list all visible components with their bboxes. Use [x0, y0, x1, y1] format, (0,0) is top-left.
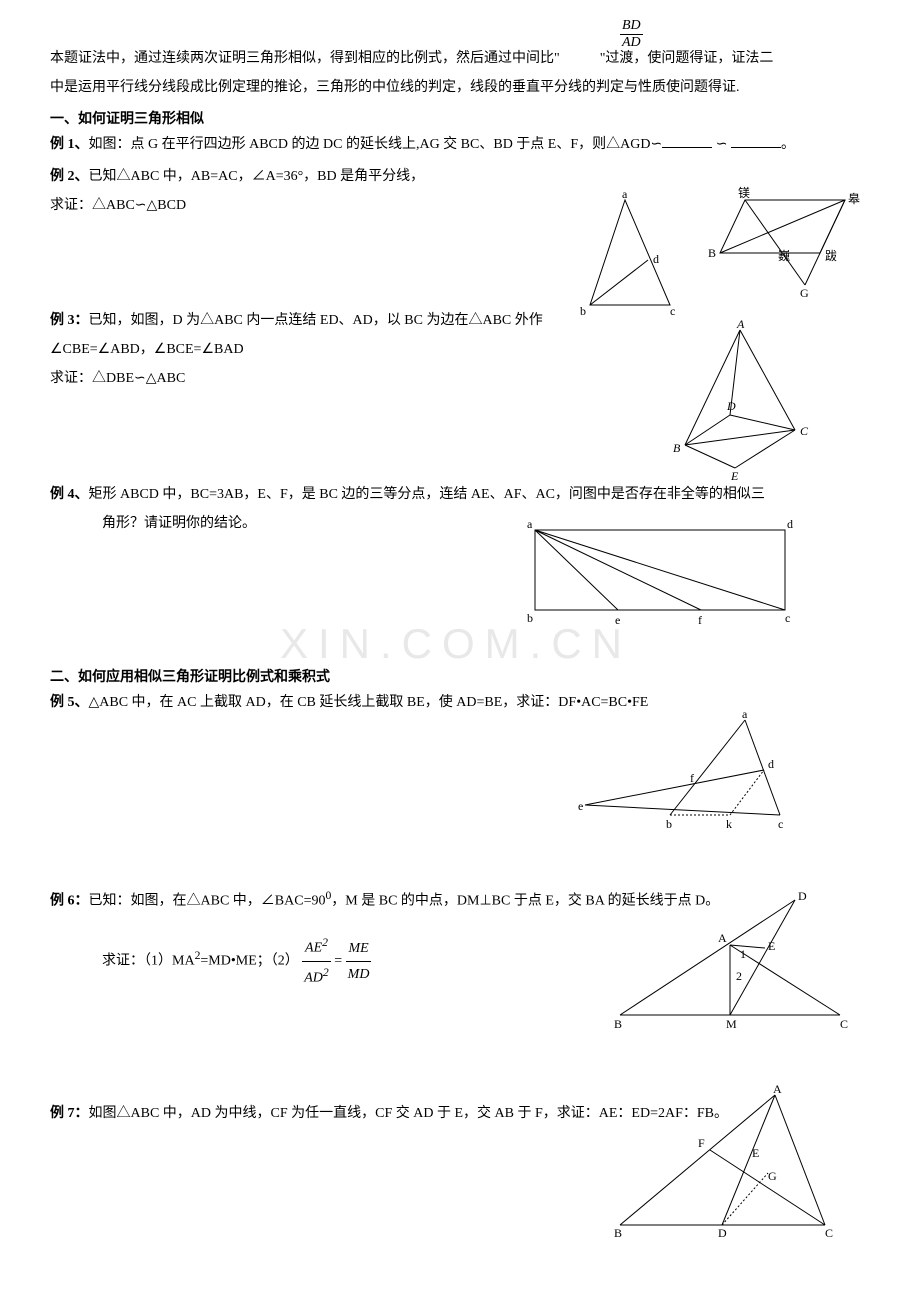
ex6-f1num: AE: [305, 941, 322, 956]
ex6-f1ns: 2: [322, 936, 328, 949]
ex1-label: 例 1、: [50, 137, 89, 152]
ex2-label: 例 2、: [50, 169, 89, 184]
ex7-text: 如图△ABC 中，AD 为中线，CF 为任一直线，CF 交 AD 于 E，交 A…: [89, 1106, 729, 1121]
ex2-line1: 已知△ABC 中，AB=AC，∠A=36°，BD 是角平分线，: [89, 169, 425, 184]
ex6-l1pre: 已知：如图，在△ABC 中，∠BAC=90: [89, 894, 326, 909]
ex6-f2den: MD: [346, 962, 372, 987]
fig7-E: E: [752, 1146, 759, 1160]
ex2-line2: 求证：△ABC∽△BCD: [50, 193, 870, 218]
example-3: 例 3：已知，如图，D 为△ABC 内一点连结 ED、AD，以 BC 为边在△A…: [50, 308, 870, 333]
example-4: 例 4、矩形 ABCD 中，BC=3AB，E、F，是 BC 边的三等分点，连结 …: [50, 482, 870, 507]
fig7-F: F: [698, 1136, 705, 1150]
ex1-text: 如图：点 G 在平行四边形 ABCD 的边 DC 的延长线上,AG 交 BC、B…: [89, 137, 663, 152]
ex6-f1den: AD: [304, 970, 323, 985]
ex4-label: 例 4、: [50, 487, 89, 502]
example-5: 例 5、△ABC 中，在 AC 上截取 AD，在 CB 延长线上截取 BE，使 …: [50, 690, 870, 715]
ex4-line2: 角形？请证明你的结论。: [50, 511, 870, 536]
ex5-text: △ABC 中，在 AC 上截取 AD，在 CB 延长线上截取 BE，使 AD=B…: [89, 695, 649, 710]
ex7-label: 例 7：: [50, 1106, 89, 1121]
ex3-label: 例 3：: [50, 313, 89, 328]
fig7-C: C: [825, 1226, 833, 1240]
ex6-l2post: =MD•ME；（2）: [200, 953, 298, 968]
ex6-line2: 求证：（1）MA2=MD•ME；（2） AE2 AD2 = ME MD: [50, 932, 870, 991]
ex3-line1: 已知，如图，D 为△ABC 内一点连结 ED、AD，以 BC 为边在△ABC 外…: [89, 313, 543, 328]
blank-1: [662, 132, 712, 148]
ex1-sym: ∽: [716, 137, 728, 152]
top-frac-den: AD: [620, 35, 643, 51]
example-7: 例 7：如图△ABC 中，AD 为中线，CF 为任一直线，CF 交 AD 于 E…: [50, 1101, 870, 1126]
blank-2: [731, 132, 781, 148]
section1-title: 一、如何证明三角形相似: [50, 108, 870, 128]
ex6-l1post: ，M 是 BC 的中点，DM⊥BC 于点 E，交 BA 的延长线于点 D。: [331, 894, 719, 909]
example-1: 例 1、如图：点 G 在平行四边形 ABCD 的边 DC 的延长线上,AG 交 …: [50, 132, 870, 157]
ex3-line3: 求证：△DBE∽△ABC: [50, 366, 870, 391]
ex6-label: 例 6：: [50, 894, 89, 909]
section2-title: 二、如何应用相似三角形证明比例式和乘积式: [50, 666, 870, 686]
top-frac-num: BD: [620, 18, 643, 35]
ex6-f2num: ME: [346, 936, 372, 962]
ex4-line1: 矩形 ABCD 中，BC=3AB，E、F，是 BC 边的三等分点，连结 AE、A…: [89, 487, 765, 502]
example-2: 例 2、已知△ABC 中，AB=AC，∠A=36°，BD 是角平分线，: [50, 164, 870, 189]
ex3-line2: ∠CBE=∠ABD，∠BCE=∠BAD: [50, 337, 870, 362]
ex6-eq: =: [334, 953, 342, 968]
ex6-l2pre: 求证：（1）MA: [102, 953, 195, 968]
fig7-B: B: [614, 1226, 622, 1240]
ex1-period: 。: [781, 137, 795, 152]
line1-pre: 本题证法中，通过连续两次证明三角形相似，得到相应的比例式，然后通过中间比": [50, 51, 560, 66]
text-line: 本题证法中，通过连续两次证明三角形相似，得到相应的比例式，然后通过中间比" "过渡…: [50, 46, 870, 71]
text-line2: 中是运用平行线分线段成比例定理的推论，三角形的中位线的判定，线段的垂直平分线的判…: [50, 75, 870, 100]
ex5-label: 例 5、: [50, 695, 89, 710]
line1-post: "过渡，使问题得证，证法二: [600, 51, 774, 66]
ex6-f1ds: 2: [323, 966, 329, 979]
fig7-G: G: [768, 1169, 777, 1183]
fig7-D: D: [718, 1226, 727, 1240]
example-6: 例 6：已知：如图，在△ABC 中，∠BAC=900，M 是 BC 的中点，DM…: [50, 885, 870, 914]
